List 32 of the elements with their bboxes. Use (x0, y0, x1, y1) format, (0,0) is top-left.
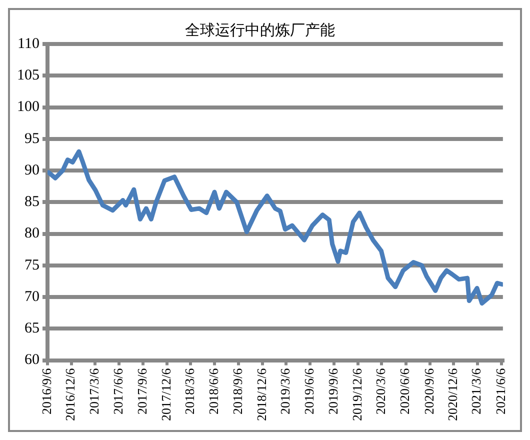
x-tick-label: 2017/6/6 (110, 368, 126, 415)
x-tick-label: 2017/3/6 (86, 368, 102, 415)
y-tick-label: 60 (24, 352, 40, 368)
x-tick-label: 2019/12/6 (349, 368, 364, 422)
y-tick-label: 85 (24, 194, 40, 210)
y-tick-label: 105 (17, 68, 40, 84)
chart-title: 全球运行中的炼厂产能 (185, 22, 335, 39)
y-tick-label: 95 (24, 130, 40, 147)
x-tick-label: 2021/3/6 (468, 368, 484, 415)
y-tick-label: 110 (18, 36, 40, 52)
x-tick-label: 2018/12/6 (254, 368, 269, 422)
x-tick-label: 2020/3/6 (373, 368, 388, 415)
x-tick-label: 2019/3/6 (277, 368, 292, 415)
y-tick-label: 65 (24, 320, 40, 337)
x-tick-label: 2016/12/6 (62, 368, 78, 422)
x-tick-label: 2020/12/6 (445, 368, 460, 422)
x-tick-label: 2017/9/6 (134, 368, 150, 415)
x-tick-label: 2020/6/6 (397, 368, 412, 415)
y-tick-label: 70 (24, 288, 40, 305)
y-tick-label: 90 (24, 162, 40, 178)
x-tick-label: 2020/9/6 (421, 368, 436, 415)
x-tick-label: 2019/9/6 (326, 368, 341, 415)
x-tick-label: 2018/6/6 (206, 368, 221, 415)
y-tick-label: 100 (17, 99, 40, 116)
x-tick-label: 2018/9/6 (230, 368, 245, 415)
x-tick-label: 2018/3/6 (182, 368, 197, 415)
y-tick-label: 75 (24, 257, 40, 274)
x-tick-label: 2017/12/6 (158, 368, 174, 422)
x-tick-label: 2016/9/6 (38, 368, 54, 415)
x-tick-label: 2019/6/6 (301, 368, 316, 415)
y-tick-label: 80 (24, 226, 40, 242)
x-tick-label: 2021/6/6 (492, 368, 508, 415)
